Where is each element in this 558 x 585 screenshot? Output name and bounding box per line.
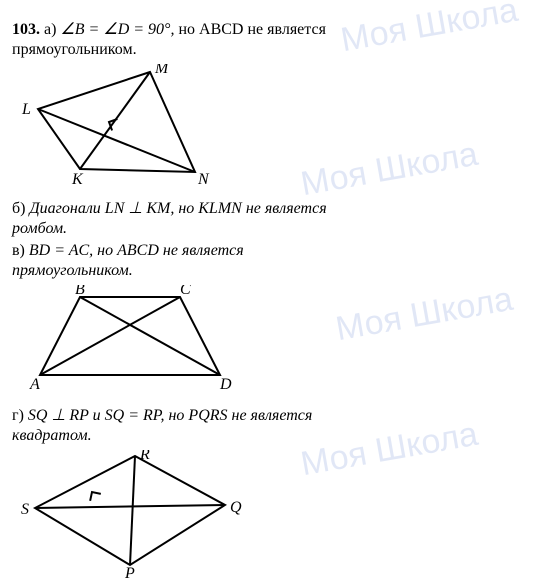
svg-text:R: R xyxy=(139,450,150,463)
figure-klmn: M L K N xyxy=(20,64,546,191)
watermark: Моя Школа xyxy=(338,0,521,60)
part-g-label: г) xyxy=(12,407,24,424)
part-a-text: 103. а) ∠B = ∠D = 90°, но ABCD не являет… xyxy=(12,20,332,60)
problem-number: 103. xyxy=(12,21,40,38)
svg-text:B: B xyxy=(75,285,85,298)
part-v-text: в) BD = AC, но ABCD не является прямоуго… xyxy=(12,241,332,281)
part-b-body: Диагонали LN ⊥ KM, но KLMN не является р… xyxy=(12,200,327,237)
figure-abcd: B C D A xyxy=(20,285,546,398)
part-v-body: BD = AC, но ABCD не является прямоугольн… xyxy=(12,242,244,279)
svg-text:L: L xyxy=(21,101,31,118)
figure-pqrs-svg: R Q P S xyxy=(20,450,245,580)
svg-text:K: K xyxy=(71,171,84,186)
svg-text:Q: Q xyxy=(230,499,242,516)
figure-abcd-svg: B C D A xyxy=(20,285,240,393)
part-v-label: в) xyxy=(12,242,25,259)
svg-text:D: D xyxy=(219,376,232,393)
part-b-text: б) Диагонали LN ⊥ KM, но KLMN не являетс… xyxy=(12,199,332,239)
svg-text:P: P xyxy=(124,565,135,580)
figure-klmn-svg: M L K N xyxy=(20,64,220,186)
svg-text:C: C xyxy=(180,285,191,298)
part-b-label: б) xyxy=(12,200,25,217)
part-a-label: а) xyxy=(44,21,56,38)
svg-text:M: M xyxy=(154,64,170,77)
figure-pqrs: R Q P S xyxy=(20,450,546,585)
svg-text:A: A xyxy=(29,376,40,393)
svg-text:N: N xyxy=(197,171,210,186)
part-a-angle-eq: ∠B = ∠D = 90°, xyxy=(60,21,174,38)
svg-text:S: S xyxy=(21,501,29,518)
part-g-text: г) SQ ⊥ RP и SQ = RP, но PQRS не являетс… xyxy=(12,406,332,446)
part-g-body: SQ ⊥ RP и SQ = RP, но PQRS не является к… xyxy=(12,407,312,444)
